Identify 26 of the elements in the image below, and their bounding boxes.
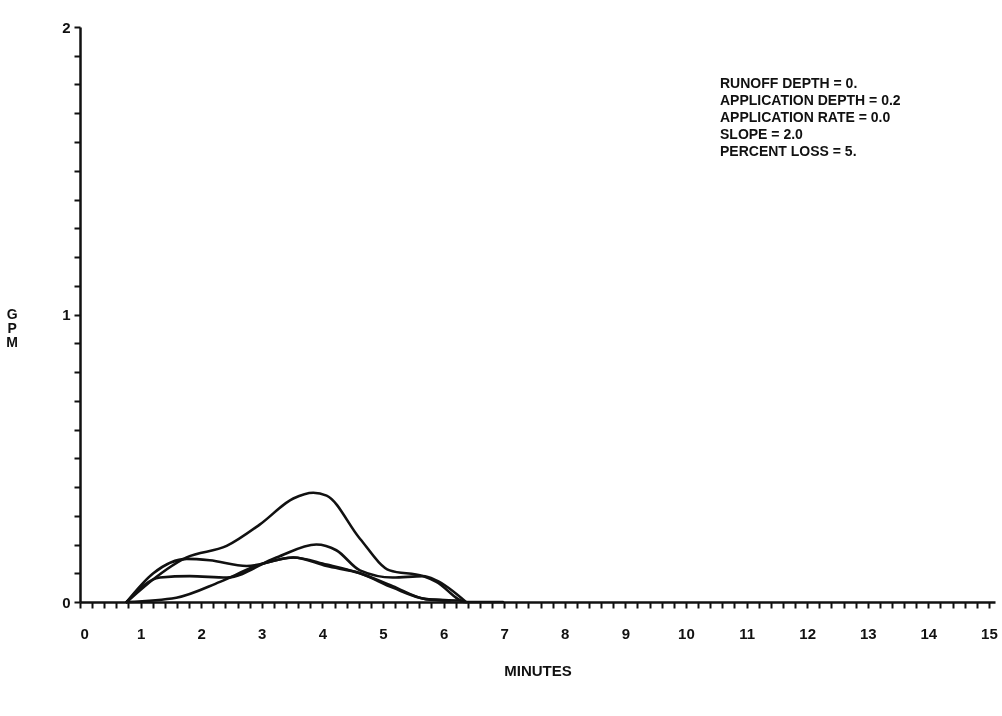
y-tick-label: 0 bbox=[62, 593, 71, 611]
annotation: PERCENT LOSS = 5. bbox=[720, 143, 857, 159]
x-tick-label: 8 bbox=[561, 624, 570, 642]
x-tick-label: 2 bbox=[197, 624, 206, 642]
x-tick-label: 0 bbox=[80, 624, 89, 642]
x-tick-label: 13 bbox=[859, 624, 877, 642]
x-tick-label: 12 bbox=[799, 624, 816, 642]
y-axis-title: GPM bbox=[6, 306, 18, 350]
x-tick-label: 11 bbox=[739, 624, 755, 642]
annotation: APPLICATION DEPTH = 0.2 bbox=[720, 92, 901, 108]
x-tick-label: 10 bbox=[678, 624, 695, 642]
x-tick-label: 4 bbox=[318, 624, 328, 642]
x-tick-label: 15 bbox=[981, 624, 998, 642]
x-tick-label: 6 bbox=[439, 624, 449, 642]
annotation: SLOPE = 2.0 bbox=[720, 126, 804, 142]
x-axis-title: MINUTES bbox=[504, 661, 572, 679]
x-tick-label: 1 bbox=[136, 624, 146, 642]
annotation: RUNOFF DEPTH = 0. bbox=[720, 75, 858, 91]
x-tick-label: 3 bbox=[258, 624, 267, 642]
x-tick-label: 9 bbox=[621, 624, 631, 642]
y-tick-label: 1 bbox=[62, 306, 71, 323]
y-tick-label: 2 bbox=[62, 18, 71, 36]
x-tick-label: 5 bbox=[379, 624, 388, 642]
x-tick-label: 7 bbox=[500, 624, 509, 642]
annotation: APPLICATION RATE = 0.0 bbox=[720, 109, 891, 125]
x-tick-label: 14 bbox=[920, 624, 938, 642]
